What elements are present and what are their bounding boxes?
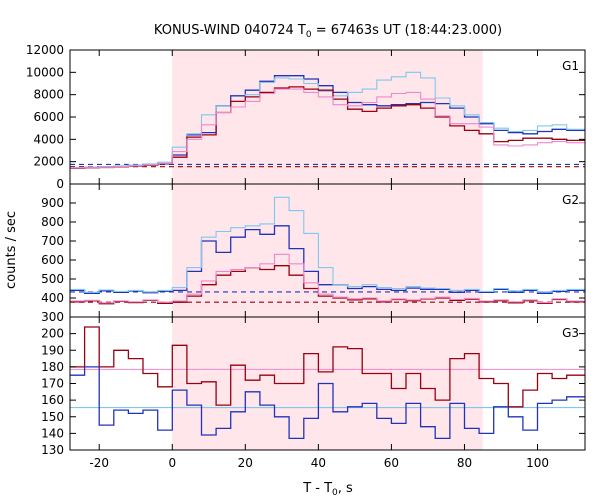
series-line-g2-3: [70, 253, 585, 304]
y-tick-label: 12000: [26, 43, 64, 57]
x-axis-label: T - T0, s: [302, 481, 353, 498]
x-tick-label: 0: [168, 456, 176, 470]
y-tick-label: 180: [41, 360, 64, 374]
y-tick-label: 170: [41, 377, 64, 391]
panel-g1: 0 2000 4000 6000 8000 10000 12000 G1: [26, 43, 586, 191]
y-tick-label: 400: [41, 291, 64, 305]
series-line-g3-1: [70, 366, 585, 440]
panels-group: 020004000600080001000012000G130040050060…: [26, 43, 586, 470]
panel-g2: 300 400 500 600 700 800 900 G2: [41, 183, 586, 324]
x-tick-label: 80: [457, 456, 472, 470]
y-tick-label: 500: [41, 272, 64, 286]
figure-title: KONUS-WIND 040724 T0 = 67463s UT (18:44:…: [154, 23, 502, 40]
panel-label: G1: [562, 59, 579, 73]
y-tick-label: 0: [56, 177, 64, 191]
x-tick-label: -20: [89, 456, 109, 470]
y-tick-label: 200: [41, 327, 64, 341]
y-tick-label: 4000: [33, 132, 64, 146]
y-tick-label: 600: [41, 253, 64, 267]
y-axis-label: counts / sec: [4, 211, 19, 289]
y-tick-label: 10000: [26, 65, 64, 79]
y-tick-label: 6000: [33, 110, 64, 124]
shaded-interval-g1: [172, 50, 483, 184]
x-tick-label: 20: [238, 456, 253, 470]
y-tick-label: 300: [41, 310, 64, 324]
panel-label: G3: [562, 326, 579, 340]
y-tick-label: 160: [41, 393, 64, 407]
y-tick-label: 8000: [33, 88, 64, 102]
panel-g3: 130 140 150 160 170 180 190 200 -20 0 20 40 60 80 100 G…: [41, 316, 586, 470]
series-line-g3-0: [70, 326, 585, 408]
series-line-g1-3: [70, 88, 585, 169]
x-tick-label: 100: [526, 456, 549, 470]
y-tick-label: 900: [41, 196, 64, 210]
x-tick-label: 40: [311, 456, 326, 470]
shaded-interval-g2: [172, 184, 483, 317]
panel-label: G2: [562, 193, 579, 207]
y-tick-label: 150: [41, 410, 64, 424]
series-line-g2-1: [70, 196, 585, 293]
y-tick-label: 130: [41, 443, 64, 457]
y-tick-label: 190: [41, 343, 64, 357]
y-tick-label: 2000: [33, 155, 64, 169]
x-tick-label: 60: [384, 456, 399, 470]
y-tick-label: 140: [41, 426, 64, 440]
y-tick-label: 800: [41, 215, 64, 229]
y-tick-label: 700: [41, 234, 64, 248]
